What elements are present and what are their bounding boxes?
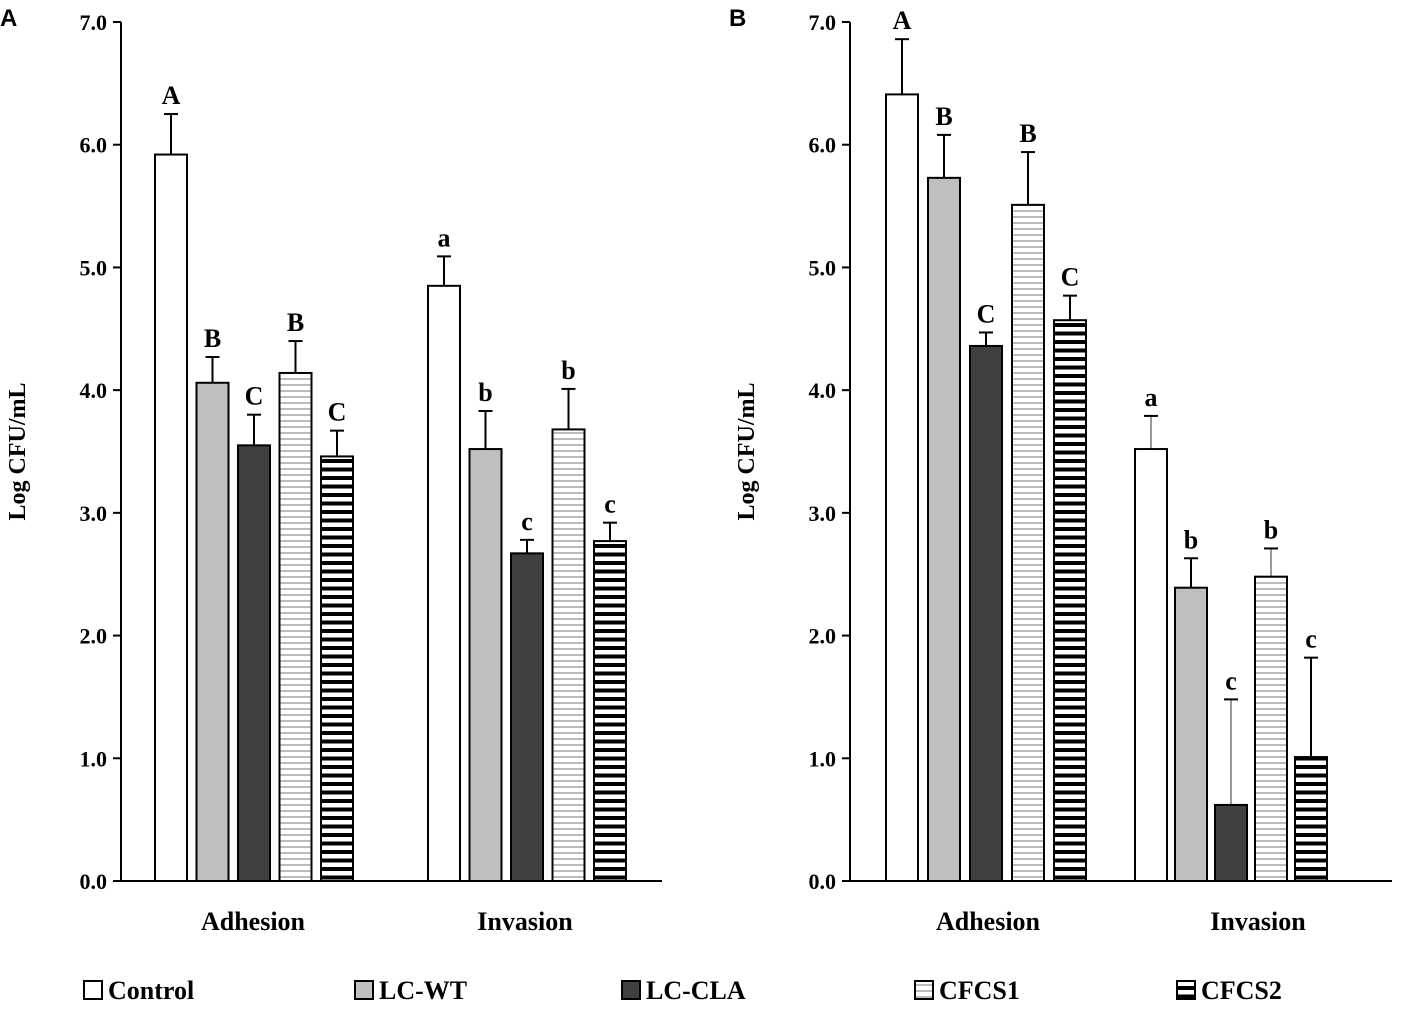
significance-letter: b xyxy=(561,356,575,385)
legend-item-lc-wt: LC-WT xyxy=(354,976,467,1005)
y-tick-label: 7.0 xyxy=(809,10,837,35)
significance-letter: a xyxy=(438,223,451,252)
y-axis-label: Log CFU/mL xyxy=(5,383,31,521)
y-tick-label: 4.0 xyxy=(809,378,837,403)
significance-letter: c xyxy=(1305,625,1317,654)
x-category-label: Invasion xyxy=(1210,907,1306,936)
y-tick-label: 1.0 xyxy=(809,746,837,771)
legend-swatch xyxy=(914,980,934,1000)
panel-label: A xyxy=(0,5,17,32)
significance-letter: b xyxy=(478,378,492,407)
significance-letter: a xyxy=(1145,383,1158,412)
bar-cfcs1-invasion xyxy=(551,428,586,882)
significance-letter: b xyxy=(1184,525,1198,554)
significance-letter: C xyxy=(977,299,996,328)
y-tick-label: 6.0 xyxy=(80,133,108,158)
significance-letter: B xyxy=(1019,119,1036,148)
significance-letter: c xyxy=(1225,666,1237,695)
y-tick-label: 2.0 xyxy=(809,624,837,649)
panel-B: B 0.0 1.0 2.0 3.0 4.0 5.0 6.0 7.0 Log CFU/mL Adhes… xyxy=(729,5,1392,936)
bar-control-invasion xyxy=(427,284,461,883)
y-tick-label: 4.0 xyxy=(80,378,108,403)
bar-lc-cla-invasion xyxy=(1214,803,1248,882)
bar-control-adhesion xyxy=(885,93,919,882)
y-axis-label: Log CFU/mL xyxy=(734,383,760,521)
legend-label: LC-WT xyxy=(379,976,467,1005)
bar-lc-wt-adhesion xyxy=(195,381,230,882)
legend-item-cfcs1: CFCS1 xyxy=(914,976,1020,1005)
legend: Control LC-WT LC-CLA CFCS1 CFCS2 xyxy=(83,976,1282,1005)
significance-letter: B xyxy=(935,102,952,131)
y-tick-label: 5.0 xyxy=(80,255,108,280)
significance-letter: B xyxy=(204,324,221,353)
legend-swatch xyxy=(621,980,641,1000)
significance-letter: c xyxy=(521,507,533,536)
bar-lc-cla-adhesion xyxy=(237,444,271,882)
bar-cfcs1-invasion xyxy=(1254,575,1288,882)
x-category-label: Adhesion xyxy=(936,907,1041,936)
bar-lc-wt-invasion xyxy=(1174,586,1208,882)
y-tick-label: 5.0 xyxy=(809,255,837,280)
x-category-label: Invasion xyxy=(477,907,573,936)
y-tick-label: 3.0 xyxy=(809,501,837,526)
bar-lc-wt-adhesion xyxy=(927,176,961,882)
legend-item-cfcs2: CFCS2 xyxy=(1176,976,1282,1005)
bar-cfcs2-invasion xyxy=(1294,756,1328,883)
legend-label: LC-CLA xyxy=(646,976,746,1005)
bar-control-adhesion xyxy=(154,153,188,882)
legend-swatch xyxy=(83,980,103,1000)
significance-letter: c xyxy=(604,490,616,519)
y-tick-label: 0.0 xyxy=(80,869,108,894)
x-category-label: Adhesion xyxy=(201,907,306,936)
bar-cfcs2-adhesion xyxy=(1053,319,1087,882)
panel-A: A 0.0 1.0 2.0 3.0 4.0 5.0 6.0 7.0 Log CFU/mL Adhes… xyxy=(0,5,662,936)
legend-swatch xyxy=(1176,980,1196,1000)
y-tick-label: 6.0 xyxy=(809,133,837,158)
y-tick-label: 0.0 xyxy=(809,869,837,894)
significance-letter: A xyxy=(893,6,912,35)
legend-label: CFCS1 xyxy=(939,976,1020,1005)
legend-item-control: Control xyxy=(83,976,194,1005)
significance-letter: C xyxy=(328,398,347,427)
legend-label: CFCS2 xyxy=(1201,976,1282,1005)
bar-control-invasion xyxy=(1134,448,1168,882)
significance-letter: C xyxy=(1061,263,1080,292)
y-tick-label: 1.0 xyxy=(80,746,108,771)
bar-cfcs2-adhesion xyxy=(320,455,354,882)
bar-lc-cla-invasion xyxy=(510,552,544,882)
legend-swatch xyxy=(354,980,374,1000)
bar-lc-wt-invasion xyxy=(468,448,503,882)
significance-letter: C xyxy=(245,382,264,411)
legend-label: Control xyxy=(108,976,194,1005)
bar-cfcs2-invasion xyxy=(593,540,627,882)
legend-item-lc-cla: LC-CLA xyxy=(621,976,746,1005)
bar-cfcs1-adhesion xyxy=(278,371,313,882)
panel-label: B xyxy=(729,5,746,32)
significance-letter: b xyxy=(1264,515,1278,544)
y-tick-label: 2.0 xyxy=(80,624,108,649)
y-tick-label: 3.0 xyxy=(80,501,108,526)
bar-lc-cla-adhesion xyxy=(969,344,1003,883)
bar-cfcs1-adhesion xyxy=(1011,203,1045,882)
significance-letter: A xyxy=(162,81,181,110)
significance-letter: B xyxy=(287,308,304,337)
y-tick-label: 7.0 xyxy=(80,10,108,35)
